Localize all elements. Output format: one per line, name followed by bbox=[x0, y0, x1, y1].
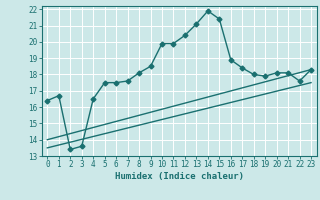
X-axis label: Humidex (Indice chaleur): Humidex (Indice chaleur) bbox=[115, 172, 244, 181]
